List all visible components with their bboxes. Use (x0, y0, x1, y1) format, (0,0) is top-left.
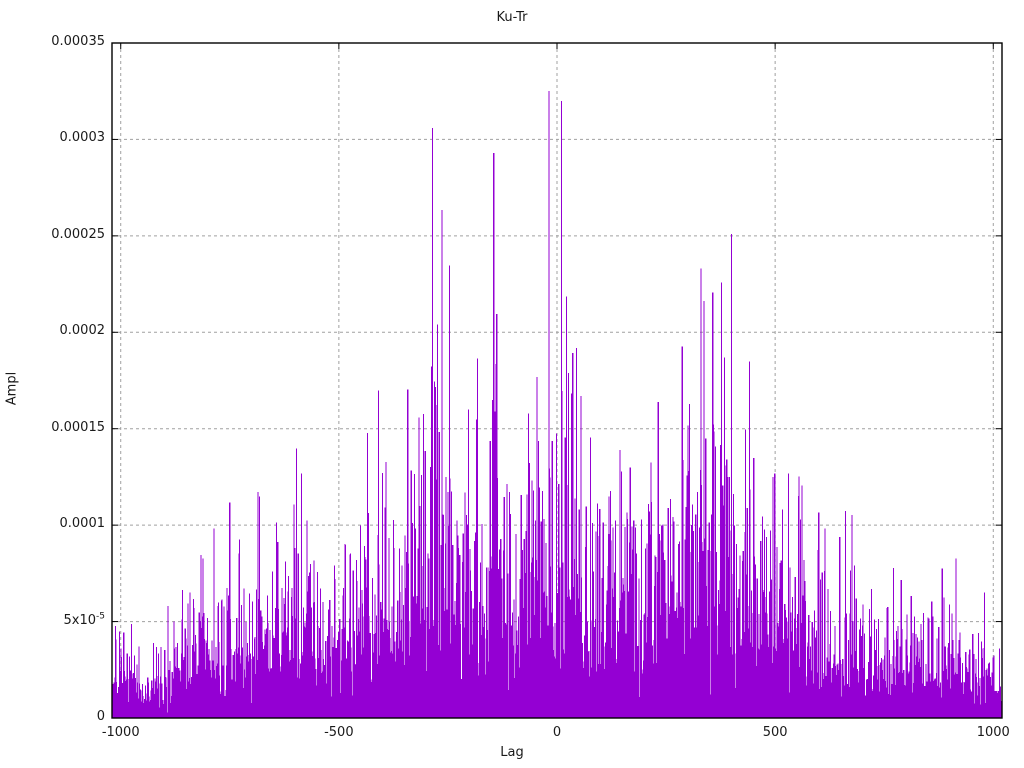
y-tick-label: 0.0001 (59, 516, 106, 532)
x-tick-label: 1000 (976, 725, 1010, 740)
plot-border (111, 42, 1003, 719)
x-tick-label: -1000 (101, 725, 140, 740)
y-tick-label: 0.00035 (51, 34, 105, 49)
chart-title: Ku-Tr (496, 10, 528, 25)
y-tick-label: 0.0002 (59, 323, 106, 339)
y-tick-label: 5x10-5 (63, 611, 106, 628)
x-tick-label: 0 (552, 725, 562, 740)
x-axis-title: Lag (500, 745, 524, 760)
y-tick-label: 0 (96, 709, 105, 724)
x-tick-label: 500 (762, 725, 788, 740)
y-tick-label: 0.0003 (59, 130, 106, 146)
y-tick-label: 0.00025 (51, 226, 105, 242)
x-tick-label: -500 (324, 725, 354, 740)
y-tick-label: 0.00015 (51, 419, 105, 435)
y-axis-title: Ampl (4, 371, 20, 406)
